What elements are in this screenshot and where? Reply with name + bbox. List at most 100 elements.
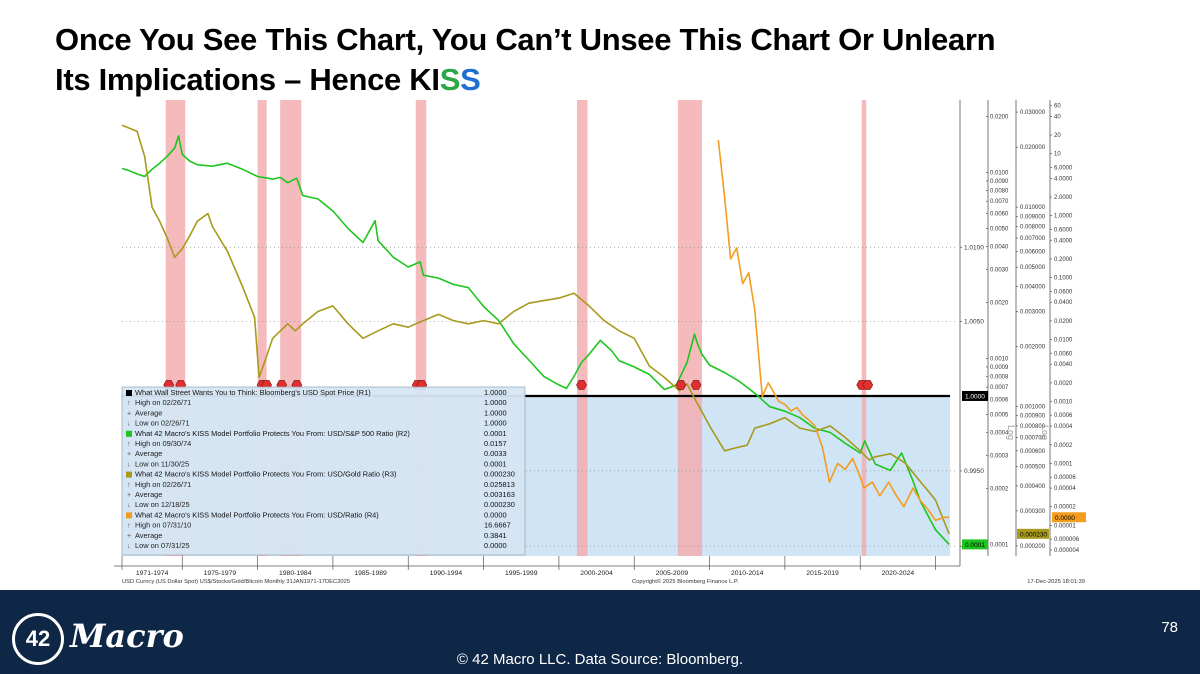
legend-stat-symbol: ↓ [127, 461, 131, 468]
last-value-tag [962, 539, 988, 550]
axis-tick-label: 0.0100 [1054, 338, 1073, 344]
axis-tick-label: 0.000300 [1020, 509, 1046, 515]
axis-tick-label: 0.010000 [1020, 205, 1046, 211]
source-note-left: USD Curncy (US Dollar Spot) US$/Stocks/G… [122, 579, 350, 585]
axis-tick-label: 40 [1054, 114, 1061, 120]
legend-series-label: What 42 Macro's KISS Model Portfolio Pro… [135, 429, 410, 438]
axis-tick-label: 0.00004 [1054, 486, 1076, 492]
axis-tick-label: 0.003000 [1020, 309, 1046, 315]
title-line-2-prefix: Its Implications – Hence KI [55, 62, 440, 97]
axis-tick-label: 0.007000 [1020, 236, 1046, 242]
legend-value: 0.000230 [484, 500, 515, 509]
axis-tick-label: 0.0020 [1054, 381, 1073, 387]
axis-tick-label: 0.0007 [990, 385, 1009, 391]
legend-stat-label: Low on 11/30/25 [135, 459, 189, 468]
slide-title: Once You See This Chart, You Can’t Unsee… [55, 20, 1175, 100]
axis-tick-label: 0.0600 [1054, 289, 1073, 295]
axis-tick-label: 0.0006 [1054, 413, 1073, 419]
axis-tick-label: 0.2000 [1054, 257, 1073, 263]
axis-tick-label: 0.0090 [990, 179, 1009, 185]
axis-tick-label: 0.005000 [1020, 265, 1046, 271]
legend-series-label: What Wall Street Wants You to Think: Blo… [135, 388, 371, 397]
axis-tick-label: 0.0002 [1054, 443, 1073, 449]
log-scale-label: Log [1006, 425, 1016, 440]
legend-series-label: What 42 Macro's KISS Model Portfolio Pro… [135, 510, 379, 519]
recession-band [861, 100, 867, 556]
axis-tick-label: 0.0004 [990, 430, 1009, 436]
axis-tick-label: 0.000800 [1020, 424, 1046, 430]
page-number: 78 [1161, 619, 1178, 636]
axis-tick-label: 20 [1054, 133, 1061, 139]
legend-value: 0.0001 [484, 429, 507, 438]
axis-tick-label: 0.004000 [1020, 285, 1046, 291]
axis-tick-label: 0.6000 [1054, 227, 1073, 233]
axis-tick-label: 0.001000 [1020, 405, 1046, 411]
legend-stat-symbol: + [127, 492, 131, 499]
axis-tick-label: 0.0080 [990, 188, 1009, 194]
series-line-r4 [717, 139, 950, 522]
legend-stat-symbol: ↑ [127, 482, 131, 489]
legend-value: 0.0000 [484, 510, 507, 519]
axis-tick-label: 0.0003 [990, 454, 1009, 460]
legend-value: 0.0157 [484, 439, 507, 448]
axis-tick-label: 0.030000 [1020, 110, 1046, 116]
log-scale-label: Log [1040, 425, 1050, 440]
legend-value: 1.0000 [484, 388, 507, 397]
legend-stat-label: High on 02/26/71 [135, 480, 191, 489]
last-value-tag-label: 1.0000 [965, 393, 985, 400]
axis-tick-label: 0.0010 [990, 356, 1009, 362]
axis-tick-label: 0.0050 [990, 226, 1009, 232]
legend-stat-symbol: ↑ [127, 400, 131, 407]
legend-stat-symbol: ↓ [127, 502, 131, 509]
legend-stat-label: Low on 07/31/25 [135, 541, 190, 550]
legend-stat-symbol: ↑ [127, 523, 131, 530]
axis-tick-label: 4.0000 [1054, 176, 1073, 182]
series-line-r2 [121, 135, 950, 545]
axis-tick-label: 0.0070 [990, 199, 1009, 205]
legend-stat-label: Average [135, 408, 162, 417]
axis-tick-label: 10 [1054, 152, 1061, 158]
title-line-2: Its Implications – Hence KISS [55, 60, 1175, 100]
legend-value: 0.025813 [484, 480, 515, 489]
axis-tick-label: 0.0020 [990, 300, 1009, 306]
recession-band [576, 100, 588, 556]
axis-tick-label: 0.0001 [990, 542, 1009, 548]
signal-marker [862, 380, 874, 390]
recession-band [677, 100, 703, 556]
axis-tick-label: 0.0008 [990, 374, 1009, 380]
copyright-text: © 42 Macro LLC. Data Source: Bloomberg. [456, 651, 744, 668]
legend-swatch [126, 390, 132, 396]
x-axis-tick-label: 1975-1979 [204, 570, 237, 577]
axis-tick-label: 6.0000 [1054, 165, 1073, 171]
legend-swatch [126, 512, 132, 519]
legend-series-label: What 42 Macro's KISS Model Portfolio Pro… [135, 470, 396, 479]
x-axis-tick-label: 2010-2014 [731, 570, 764, 577]
axis-tick-label: 0.0009 [990, 365, 1009, 371]
axis-tick-label: 0.006000 [1020, 249, 1046, 255]
legend-value: 0.000230 [484, 470, 515, 479]
legend-stat-label: Average [135, 449, 162, 458]
axis-tick-label: 0.0060 [990, 212, 1009, 218]
axis-tick-label: 0.00006 [1054, 475, 1076, 481]
legend-value: 0.003163 [484, 490, 515, 499]
axis-tick-label: 0.000500 [1020, 465, 1046, 471]
axis-tick-label: 1.0000 [1054, 214, 1073, 220]
axis-tick-label: 0.000200 [1020, 544, 1046, 550]
axis-tick-label: 0.0040 [1054, 362, 1073, 368]
last-value-tag [962, 390, 988, 401]
axis-tick-label: 0.0200 [1054, 319, 1073, 325]
axis-tick-label: 1.0050 [964, 318, 984, 325]
x-axis-tick-label: 1971-1974 [136, 570, 169, 577]
axis-tick-label: 0.000600 [1020, 449, 1046, 455]
legend-value: 0.0001 [484, 459, 507, 468]
axis-tick-label: 0.0400 [1054, 300, 1073, 306]
axis-tick-label: 0.0002 [990, 486, 1009, 492]
axis-tick-label: 1.0100 [964, 244, 984, 251]
legend-stat-symbol: ↓ [127, 421, 131, 428]
recession-band [257, 100, 267, 556]
x-axis-tick-label: 2005-2009 [656, 570, 689, 577]
axis-tick-label: 0.0001 [1054, 461, 1073, 467]
last-value-tag-label: 0.0001 [965, 542, 985, 549]
axis-tick-label: 0.0060 [1054, 351, 1073, 357]
axis-tick-label: 0.0005 [990, 412, 1009, 418]
